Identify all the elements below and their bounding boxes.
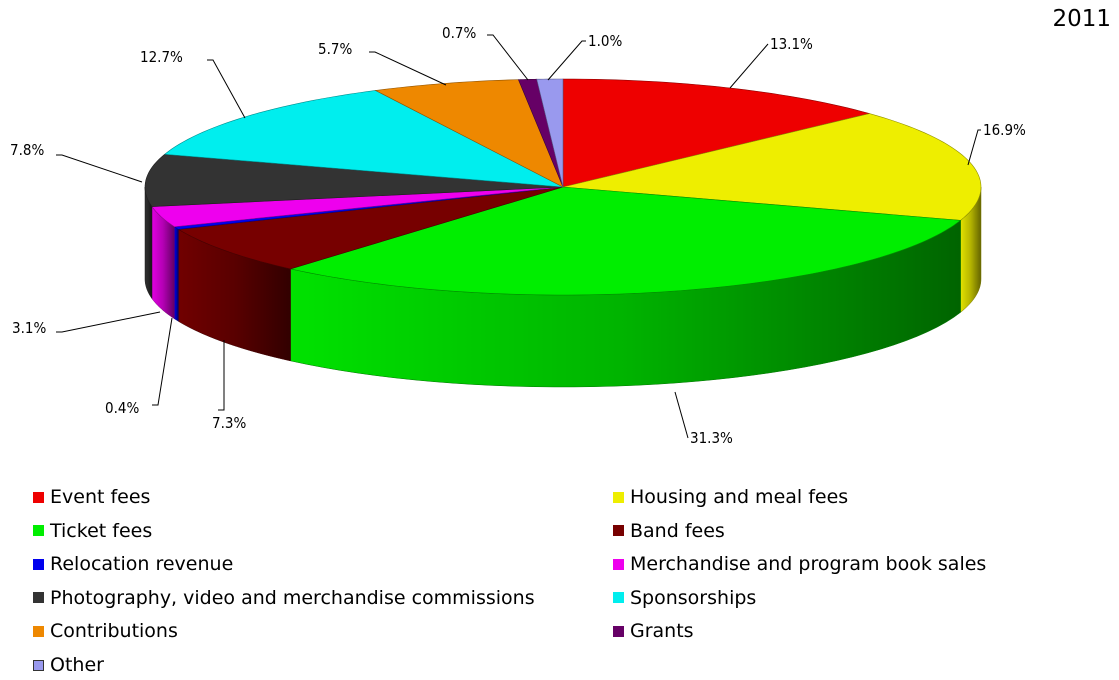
legend-item: Ticket fees bbox=[33, 516, 152, 546]
data-label-10: 1.0% bbox=[588, 32, 622, 50]
legend-swatch bbox=[33, 525, 44, 537]
legend-item: Relocation revenue bbox=[33, 549, 233, 579]
legend-label: Housing and meal fees bbox=[630, 486, 849, 508]
legend-swatch bbox=[33, 491, 44, 503]
chart-title: 2011 bbox=[1052, 6, 1111, 32]
data-label-2: 31.3% bbox=[690, 429, 733, 447]
legend-item: Other bbox=[33, 650, 104, 680]
data-label-9: 0.7% bbox=[442, 24, 476, 42]
legend-label: Relocation revenue bbox=[50, 553, 234, 576]
data-label-3: 7.3% bbox=[212, 414, 246, 432]
pie-slice-7 bbox=[163, 90, 564, 188]
leader-line-0 bbox=[729, 43, 769, 89]
legend-item: Event fees bbox=[33, 482, 150, 512]
legend-label: Photography, video and merchandise commi… bbox=[50, 586, 535, 609]
legend-swatch bbox=[33, 659, 44, 671]
data-label-6: 7.8% bbox=[10, 141, 44, 159]
pie-tops bbox=[144, 78, 982, 296]
data-label-4: 0.4% bbox=[105, 399, 139, 417]
legend-label: Grants bbox=[630, 620, 694, 643]
legend-swatch bbox=[33, 558, 44, 570]
legend-swatch bbox=[613, 491, 624, 503]
legend-item: Grants bbox=[613, 616, 694, 646]
legend-item: Housing and meal fees bbox=[613, 482, 848, 512]
legend-label: Other bbox=[50, 654, 104, 676]
leader-line-4 bbox=[152, 317, 173, 406]
legend-swatch bbox=[613, 625, 624, 637]
legend-swatch bbox=[613, 558, 624, 570]
leader-line-10 bbox=[547, 40, 586, 81]
data-label-7: 12.7% bbox=[140, 48, 183, 66]
leader-line-1 bbox=[967, 129, 981, 166]
leader-line-7 bbox=[207, 59, 246, 119]
legend-swatch bbox=[33, 592, 44, 604]
pie-chart: 13.1% 16.9% 31.3% 7.3% 0.4% 3.1% 7.8% 12.7% 5.7%… bbox=[10, 24, 1026, 447]
legend-label: Ticket fees bbox=[50, 519, 153, 542]
data-label-5: 3.1% bbox=[12, 319, 46, 337]
data-label-8: 5.7% bbox=[318, 40, 352, 58]
leader-line-3 bbox=[218, 340, 225, 411]
leader-line-2 bbox=[674, 391, 689, 439]
pie-data-labels: 13.1% 16.9% 31.3% 7.3% 0.4% 3.1% 7.8% 12.7% 5.7%… bbox=[10, 24, 1026, 447]
legend-item: Contributions bbox=[33, 616, 178, 646]
pie-slice-6 bbox=[144, 153, 564, 207]
legend-swatch bbox=[33, 625, 44, 637]
data-label-1: 16.9% bbox=[983, 121, 1026, 139]
legend-swatch bbox=[613, 525, 624, 537]
legend-label: Merchandise and program book sales bbox=[630, 553, 987, 576]
leader-line-9 bbox=[487, 34, 529, 81]
legend-item: Band fees bbox=[613, 516, 725, 546]
legend-label: Sponsorships bbox=[630, 586, 757, 609]
pie-slice-5 bbox=[151, 186, 564, 228]
legend: Event fees Housing and meal fees Ticket fe… bbox=[0, 480, 1119, 677]
legend-label: Band fees bbox=[630, 519, 725, 542]
legend-swatch bbox=[613, 592, 624, 604]
legend-label: Event fees bbox=[50, 486, 151, 508]
pie-slice-1 bbox=[562, 113, 982, 221]
legend-item: Merchandise and program book sales bbox=[613, 549, 986, 579]
data-label-0: 13.1% bbox=[770, 35, 813, 53]
legend-item: Sponsorships bbox=[613, 583, 756, 613]
pie-slice-10 bbox=[536, 78, 564, 188]
pie-slice-3 bbox=[177, 186, 564, 270]
pie-slice-8 bbox=[374, 79, 564, 188]
leader-line-8 bbox=[369, 51, 447, 86]
leader-line-5 bbox=[56, 311, 161, 333]
legend-item: Photography, video and merchandise commi… bbox=[33, 583, 535, 613]
leader-line-6 bbox=[56, 154, 143, 183]
legend-label: Contributions bbox=[50, 620, 178, 643]
pie-side-4 bbox=[174, 226, 179, 322]
pie-slice-2 bbox=[289, 186, 962, 296]
